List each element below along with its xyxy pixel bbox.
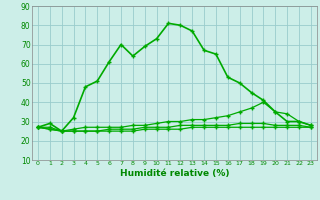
X-axis label: Humidité relative (%): Humidité relative (%) xyxy=(120,169,229,178)
